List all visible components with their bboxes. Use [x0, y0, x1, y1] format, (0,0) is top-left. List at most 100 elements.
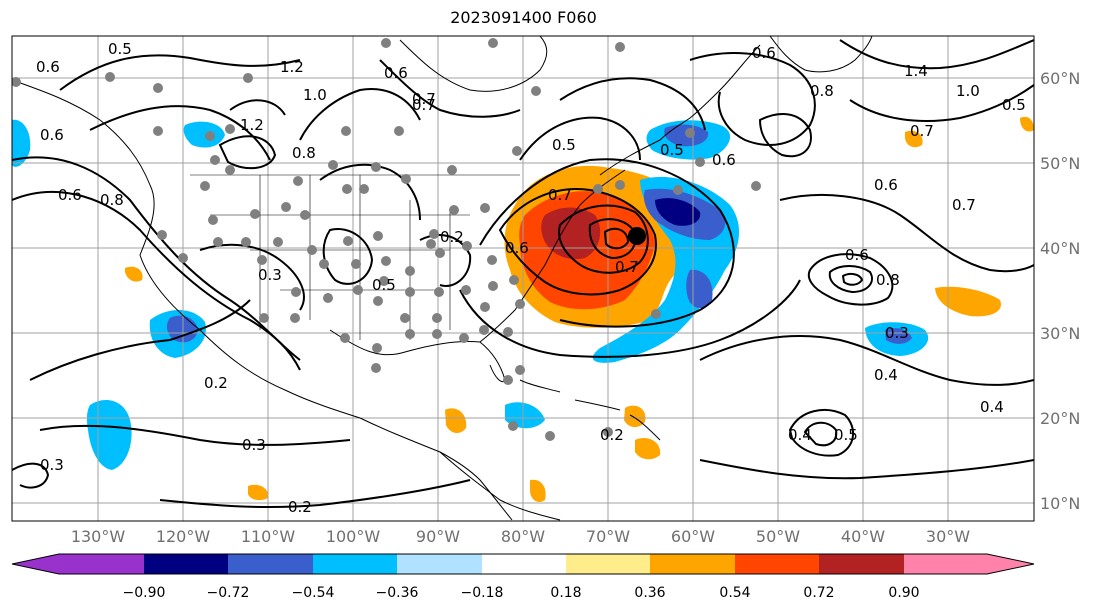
lon-label: 30°W [926, 527, 970, 546]
contour-label: 0.7 [952, 196, 976, 214]
low-pressure-center [628, 227, 646, 245]
contour-label: 0.7 [412, 90, 436, 108]
contour-label: 0.6 [36, 58, 60, 76]
hudson-bay [399, 36, 548, 92]
contour-label: 0.3 [885, 324, 909, 342]
greenland-edge [769, 36, 873, 73]
contour-label: 0.4 [980, 398, 1004, 416]
longitude-labels: 130°W 120°W 110°W 100°W 90°W 80°W 70°W 6… [71, 527, 970, 546]
contour-label: 0.7 [548, 186, 572, 204]
contour-label: 0.6 [845, 246, 869, 264]
latitude-labels: 60°N 50°N 40°N 30°N 20°N 10°N [1040, 69, 1080, 513]
contour-label: 0.2 [440, 228, 464, 246]
coastlines [12, 36, 873, 521]
colorbar: −0.90 −0.72 −0.54 −0.36 −0.18 0.18 0.36 … [11, 553, 1035, 601]
contour-label: 0.5 [834, 426, 858, 444]
contour-label: 0.6 [712, 151, 736, 169]
contour-label: 1.2 [280, 58, 304, 76]
graticule [12, 36, 1034, 521]
contour-label: 0.6 [384, 64, 408, 82]
map-title: 2023091400 F060 [450, 8, 597, 27]
colorbar-segment [650, 554, 735, 574]
contour-label: 0.5 [660, 141, 684, 159]
warm-anomaly-west-coast [125, 266, 143, 282]
colorbar-segment [397, 554, 482, 574]
contour-label: 0.5 [1002, 96, 1026, 114]
lon-label: 130°W [71, 527, 126, 546]
lon-label: 110°W [241, 527, 296, 546]
contour-label: 0.6 [58, 186, 82, 204]
colorbar-segment [313, 554, 397, 574]
contour-label: 0.8 [292, 144, 316, 162]
contour-label: 0.7 [412, 96, 436, 114]
lat-label: 30°N [1040, 324, 1080, 343]
colorbar-tick-label: 0.36 [634, 585, 665, 601]
lat-label: 20°N [1040, 409, 1080, 428]
contour-label: 0.2 [288, 498, 312, 516]
contour-label: 0.2 [204, 374, 228, 392]
colorbar-tick-label: −0.72 [207, 585, 250, 601]
contour-label: 0.6 [752, 44, 776, 62]
contour-label: 1.0 [303, 86, 327, 104]
colorbar-tick-label: 0.72 [803, 585, 834, 601]
contour-label: 0.4 [874, 366, 898, 384]
warm-anomaly-mexico [445, 408, 467, 434]
colorbar-tick-label: −0.54 [292, 585, 335, 601]
colorbar-max-arrow [987, 554, 1034, 574]
lat-label: 60°N [1040, 69, 1080, 88]
colorbar-tick-label: −0.90 [123, 585, 166, 601]
us-gulf-coast [329, 169, 626, 356]
contour-label: 0.5 [372, 276, 396, 294]
colorbar-segments [59, 554, 987, 574]
colorbar-segment [228, 554, 313, 574]
contour-label: 0.2 [600, 426, 624, 444]
contour-label: 0.8 [810, 82, 834, 100]
north-america-coastline [12, 79, 561, 521]
contour-label: 0.8 [100, 191, 124, 209]
contour-lines [12, 39, 1034, 509]
contour-label: 0.3 [258, 266, 282, 284]
warm-anomaly-pacific [248, 484, 269, 501]
lon-label: 90°W [416, 527, 460, 546]
colorbar-min-arrow [12, 554, 59, 574]
colorbar-segment [482, 554, 566, 574]
colorbar-segment [819, 554, 904, 574]
contour-label: 0.3 [40, 456, 64, 474]
colorbar-segment [59, 554, 144, 574]
contour-label: 0.8 [876, 271, 900, 289]
colorbar-segment [735, 554, 819, 574]
cold-anomaly-canada [183, 121, 225, 148]
warm-anomaly-canary [905, 130, 923, 148]
central-america [439, 451, 513, 521]
colorbar-segment [144, 554, 228, 574]
contour-label: 1.2 [240, 116, 264, 134]
lon-label: 50°W [756, 527, 800, 546]
colorbar-segment [566, 554, 650, 574]
contour-label: 0.7 [910, 122, 934, 140]
colorbar-tick-label: 0.90 [888, 585, 919, 601]
lon-label: 70°W [586, 527, 630, 546]
colorbar-tick-label: −0.18 [461, 585, 504, 601]
lon-label: 80°W [501, 527, 545, 546]
contour-label: 0.6 [505, 239, 529, 257]
warm-anomaly-south [530, 479, 546, 502]
contour-label: 0.4 [788, 426, 812, 444]
deep-cold-anomaly-east [655, 198, 701, 226]
contour-label: 0.5 [552, 136, 576, 154]
contour-label: 0.5 [108, 40, 132, 58]
contour-label: 0.3 [242, 436, 266, 454]
observation-dots [12, 38, 761, 441]
contour-label: 0.6 [40, 126, 64, 144]
contour-labels: 0.5 0.6 0.6 1.2 1.0 0.6 0.7 0.8 1.2 0.6 … [36, 40, 1026, 516]
lon-label: 40°W [841, 527, 885, 546]
warm-anomaly-caribbean-2 [635, 437, 661, 460]
warm-anomaly-east-atlantic [935, 286, 1001, 317]
colorbar-segment [904, 554, 987, 574]
caribbean-islands [519, 379, 661, 441]
contour-label: 1.4 [904, 62, 928, 80]
contour-label: 0.6 [874, 176, 898, 194]
lat-label: 10°N [1040, 494, 1080, 513]
contour-label: 1.0 [956, 82, 980, 100]
colorbar-tick-label: −0.36 [376, 585, 419, 601]
